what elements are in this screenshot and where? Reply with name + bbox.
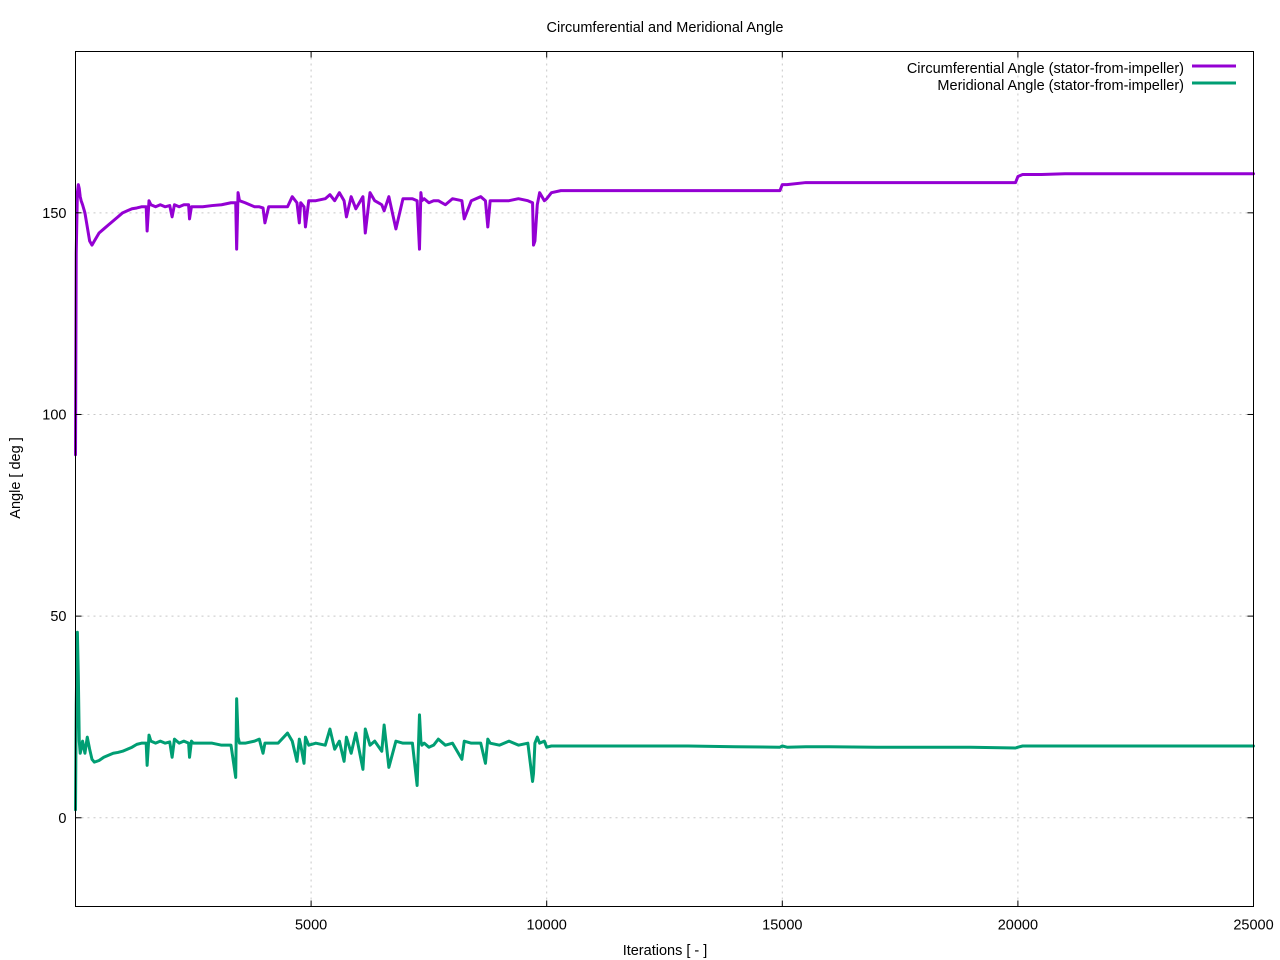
y-tick-label: 0 (58, 811, 66, 827)
tick-layer: 5000 10000 15000 20000 25000 0 50 100 150 (42, 51, 1274, 934)
x-tick-label: 25000 (1233, 918, 1273, 934)
x-tick-label: 15000 (762, 918, 802, 934)
series-layer (74, 172, 1255, 812)
plot-frame (75, 51, 1254, 907)
y-tick-label: 150 (42, 206, 66, 222)
x-axis-label: Iterations [ - ] (623, 943, 708, 959)
y-tick-label: 50 (50, 609, 66, 625)
legend-label-meridional: Meridional Angle (stator-from-impeller) (937, 78, 1184, 94)
y-axis-label: Angle [ deg ] (8, 437, 24, 518)
legend: Circumferential Angle (stator-from-impel… (907, 61, 1236, 94)
legend-label-circumferential: Circumferential Angle (stator-from-impel… (907, 61, 1184, 77)
series-line-circumferential (74, 172, 1255, 457)
x-tick-label: 5000 (295, 918, 327, 934)
x-tick-label: 20000 (998, 918, 1038, 934)
series-line-meridional (74, 630, 1255, 812)
x-tick-label: 10000 (527, 918, 567, 934)
y-tick-label: 100 (42, 407, 66, 423)
grid-layer (75, 51, 1254, 907)
chart-title: Circumferential and Meridional Angle (547, 20, 784, 36)
